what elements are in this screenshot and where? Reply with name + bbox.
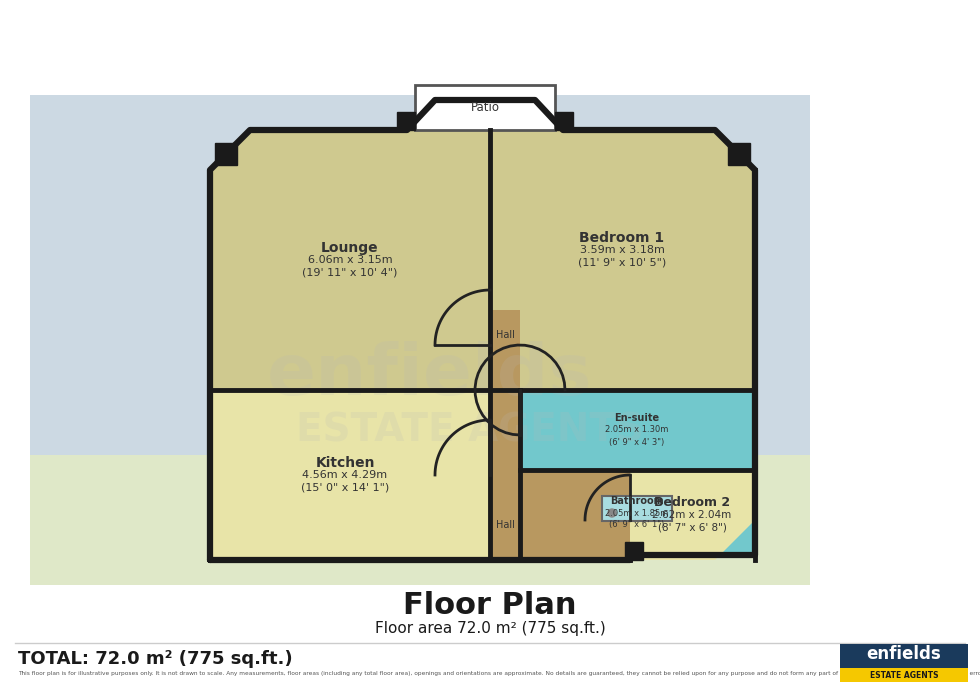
Bar (490, 310, 520, 560)
Bar (602, 496, 672, 521)
Text: Bedroom 1: Bedroom 1 (579, 231, 664, 245)
Text: ESTATE AGENTS: ESTATE AGENTS (296, 411, 644, 449)
Text: Floor Plan: Floor Plan (403, 590, 577, 619)
Text: 2.05m x 1.30m: 2.05m x 1.30m (606, 425, 668, 434)
Text: Patio: Patio (470, 101, 500, 114)
Polygon shape (490, 130, 755, 390)
Text: 2.62m x 2.04m: 2.62m x 2.04m (653, 510, 732, 520)
Bar (215, 143, 237, 165)
Bar (30, 455, 810, 585)
Polygon shape (630, 470, 755, 560)
Text: enfields: enfields (268, 340, 593, 410)
Text: Kitchen: Kitchen (316, 456, 374, 470)
Text: This floor plan is for illustrative purposes only. It is not drawn to scale. Any: This floor plan is for illustrative purp… (18, 671, 980, 677)
Bar (840, 668, 968, 682)
Polygon shape (210, 130, 490, 390)
Bar (415, 85, 555, 130)
Bar (210, 390, 520, 560)
Bar (555, 112, 573, 130)
Bar (30, 95, 810, 585)
Bar (397, 112, 415, 130)
Bar (520, 470, 755, 555)
Bar (490, 470, 630, 560)
Text: En-suite: En-suite (614, 413, 660, 423)
Text: 4.56m x 4.29m: 4.56m x 4.29m (303, 470, 387, 480)
Text: (19' 11" x 10' 4"): (19' 11" x 10' 4") (302, 267, 398, 277)
Text: Hall: Hall (496, 520, 514, 530)
Text: ESTATE AGENTS: ESTATE AGENTS (870, 671, 938, 680)
Bar (840, 644, 968, 668)
Text: 2.05m x 1.85m: 2.05m x 1.85m (606, 508, 668, 517)
Text: Lounge: Lounge (321, 241, 379, 255)
Text: Floor area 72.0 m² (775 sq.ft.): Floor area 72.0 m² (775 sq.ft.) (374, 621, 606, 636)
Text: (15' 0" x 14' 1"): (15' 0" x 14' 1") (301, 482, 389, 492)
Text: 3.59m x 3.18m: 3.59m x 3.18m (579, 245, 664, 255)
Bar (728, 143, 750, 165)
Text: Bedroom 2: Bedroom 2 (654, 497, 730, 510)
Text: TOTAL: 72.0 m² (775 sq.ft.): TOTAL: 72.0 m² (775 sq.ft.) (18, 650, 293, 668)
Text: enfields: enfields (866, 645, 942, 663)
Text: Hall: Hall (496, 330, 514, 340)
Text: 6.06m x 3.15m: 6.06m x 3.15m (308, 255, 392, 265)
Bar (520, 390, 755, 470)
Bar (625, 542, 643, 560)
Text: (8' 7" x 6' 8"): (8' 7" x 6' 8") (658, 522, 726, 532)
Circle shape (608, 509, 616, 517)
Text: Bathroom: Bathroom (611, 496, 663, 506)
Text: (6' 9" x 6' 1"): (6' 9" x 6' 1") (610, 521, 664, 530)
Text: (11' 9" x 10' 5"): (11' 9" x 10' 5") (578, 257, 666, 267)
Text: (6' 9" x 4' 3"): (6' 9" x 4' 3") (610, 438, 664, 447)
